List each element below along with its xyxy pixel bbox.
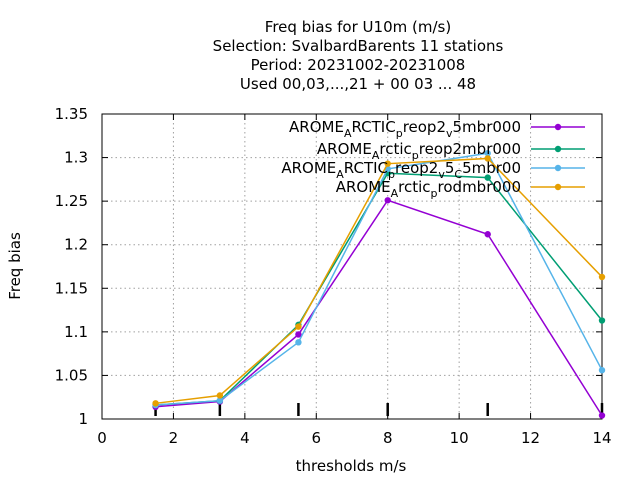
data-point xyxy=(598,273,606,281)
data-point xyxy=(295,339,302,346)
title-line-4: Used 00,03,...,21 + 00 03 ... 48 xyxy=(240,75,476,93)
data-point xyxy=(152,400,159,407)
legend-label: AROMEArcticprodmbr000 xyxy=(336,178,521,200)
data-point xyxy=(484,231,491,238)
data-point xyxy=(484,174,491,181)
data-point xyxy=(598,317,606,324)
y-axis-label: Freq bias xyxy=(6,232,24,300)
legend-swatch-point xyxy=(554,123,562,131)
x-tick-label: 2 xyxy=(169,429,179,447)
series-2 xyxy=(152,170,606,409)
series-4 xyxy=(152,155,606,407)
data-point xyxy=(216,392,224,399)
data-point xyxy=(384,197,391,204)
legend-swatch-point xyxy=(554,183,562,191)
legend-label: AROMEArcticpreop2mbr000 xyxy=(317,140,521,162)
x-tick-label: 0 xyxy=(97,429,107,447)
x-tick-label: 6 xyxy=(312,429,322,447)
series-line xyxy=(155,199,603,416)
x-tick-label: 12 xyxy=(521,429,540,447)
legend-swatch-point xyxy=(554,145,562,153)
data-point xyxy=(598,412,606,419)
legend-label: AROMEARCTICpreop2v5C5mbr00 xyxy=(281,159,521,181)
data-point xyxy=(295,331,302,338)
y-tick-label: 1.15 xyxy=(55,279,88,297)
y-tick-label: 1.3 xyxy=(64,149,88,167)
legend-swatch-point xyxy=(554,164,562,172)
data-point xyxy=(484,150,491,157)
y-tick-label: 1.35 xyxy=(55,105,88,123)
y-tick-label: 1.25 xyxy=(55,192,88,210)
data-point xyxy=(598,367,606,374)
x-tick-label: 4 xyxy=(240,429,250,447)
data-point xyxy=(216,397,224,404)
x-axis-label: thresholds m/s xyxy=(296,457,407,475)
chart-title: Freq bias for U10m (m/s)Selection: Svalb… xyxy=(213,18,504,93)
legend-label: AROMEARCTICpreop2v5mbr000 xyxy=(289,118,521,140)
title-line-2: Selection: SvalbardBarents 11 stations xyxy=(213,37,504,55)
y-tick-label: 1.1 xyxy=(64,323,88,341)
x-tick-label: 8 xyxy=(383,429,393,447)
data-point xyxy=(384,160,391,167)
axes: 0 2 4 6 8 10 12 14 1 1.05 1.1 1.15 1.2 1.25 1.3 1.35 xyxy=(55,105,612,447)
data-point xyxy=(484,155,491,162)
y-tick-label: 1.2 xyxy=(64,236,88,254)
series-line xyxy=(155,157,603,405)
series xyxy=(152,150,606,419)
title-line-1: Freq bias for U10m (m/s) xyxy=(265,18,451,36)
title-line-3: Period: 20231002-20231008 xyxy=(251,56,466,74)
x-tick-label: 14 xyxy=(592,429,611,447)
y-tick-label: 1.05 xyxy=(55,366,88,384)
x-tick-label: 10 xyxy=(450,429,469,447)
y-tick-label: 1 xyxy=(78,410,88,428)
legend: AROMEARCTICpreop2v5mbr000AROMEArcticpreo… xyxy=(281,118,585,200)
series-line xyxy=(155,152,603,406)
series-1 xyxy=(152,197,606,419)
plot-frame xyxy=(101,113,603,420)
data-point xyxy=(295,323,302,330)
